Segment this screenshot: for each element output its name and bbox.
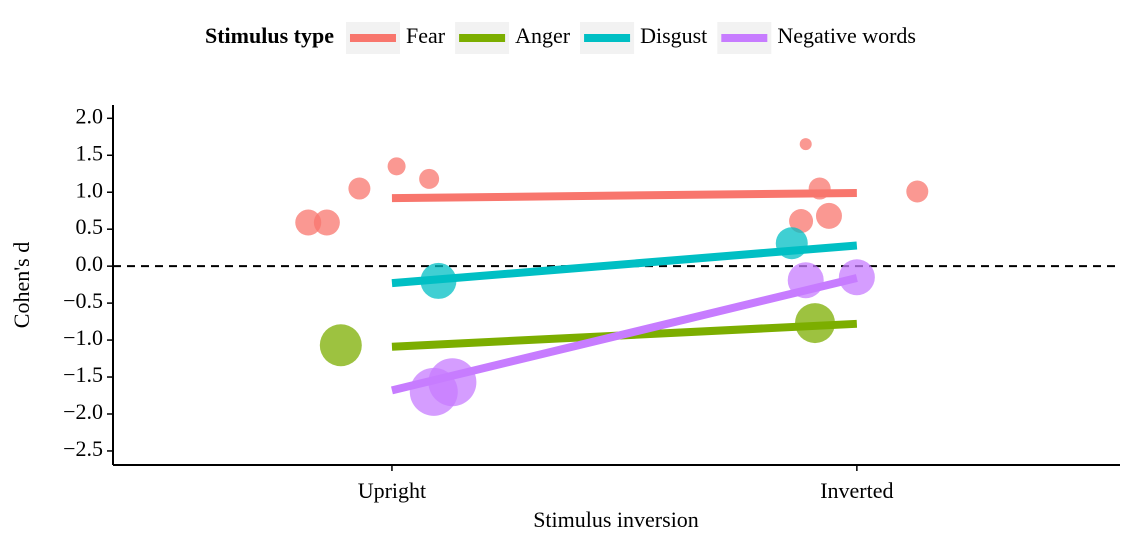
y-tick-label: −2.0 bbox=[63, 399, 103, 424]
y-axis-label: Cohen's d bbox=[9, 242, 34, 328]
point bbox=[815, 202, 842, 229]
y-tick-label: −2.5 bbox=[63, 436, 103, 461]
point bbox=[906, 180, 929, 203]
fit-line bbox=[391, 241, 858, 288]
y-tick-label: 1.5 bbox=[76, 140, 104, 165]
point bbox=[348, 177, 371, 200]
y-tick-label: −1.0 bbox=[63, 325, 103, 350]
legend-label: Anger bbox=[515, 23, 571, 48]
legend-label: Negative words bbox=[777, 23, 916, 48]
point bbox=[313, 209, 340, 236]
legend-label: Disgust bbox=[640, 23, 707, 48]
y-tick-label: 2.0 bbox=[76, 103, 104, 128]
x-tick-label: Upright bbox=[358, 478, 426, 503]
y-tick-label: 1.0 bbox=[76, 177, 104, 202]
point bbox=[838, 259, 875, 296]
point bbox=[799, 138, 812, 151]
x-tick-label: Inverted bbox=[820, 478, 893, 503]
fit-line bbox=[391, 188, 857, 203]
point bbox=[419, 168, 440, 189]
point bbox=[789, 209, 814, 234]
y-tick-label: −1.5 bbox=[63, 362, 103, 387]
legend-label: Fear bbox=[406, 23, 446, 48]
y-tick-label: −0.5 bbox=[63, 288, 103, 313]
legend-title: Stimulus type bbox=[205, 23, 334, 48]
point bbox=[319, 324, 362, 367]
y-tick-label: 0.5 bbox=[76, 214, 104, 239]
point bbox=[387, 157, 406, 176]
x-axis-label: Stimulus inversion bbox=[533, 507, 699, 532]
fit-line bbox=[391, 274, 858, 395]
point bbox=[295, 209, 322, 236]
y-tick-label: 0.0 bbox=[76, 251, 104, 276]
